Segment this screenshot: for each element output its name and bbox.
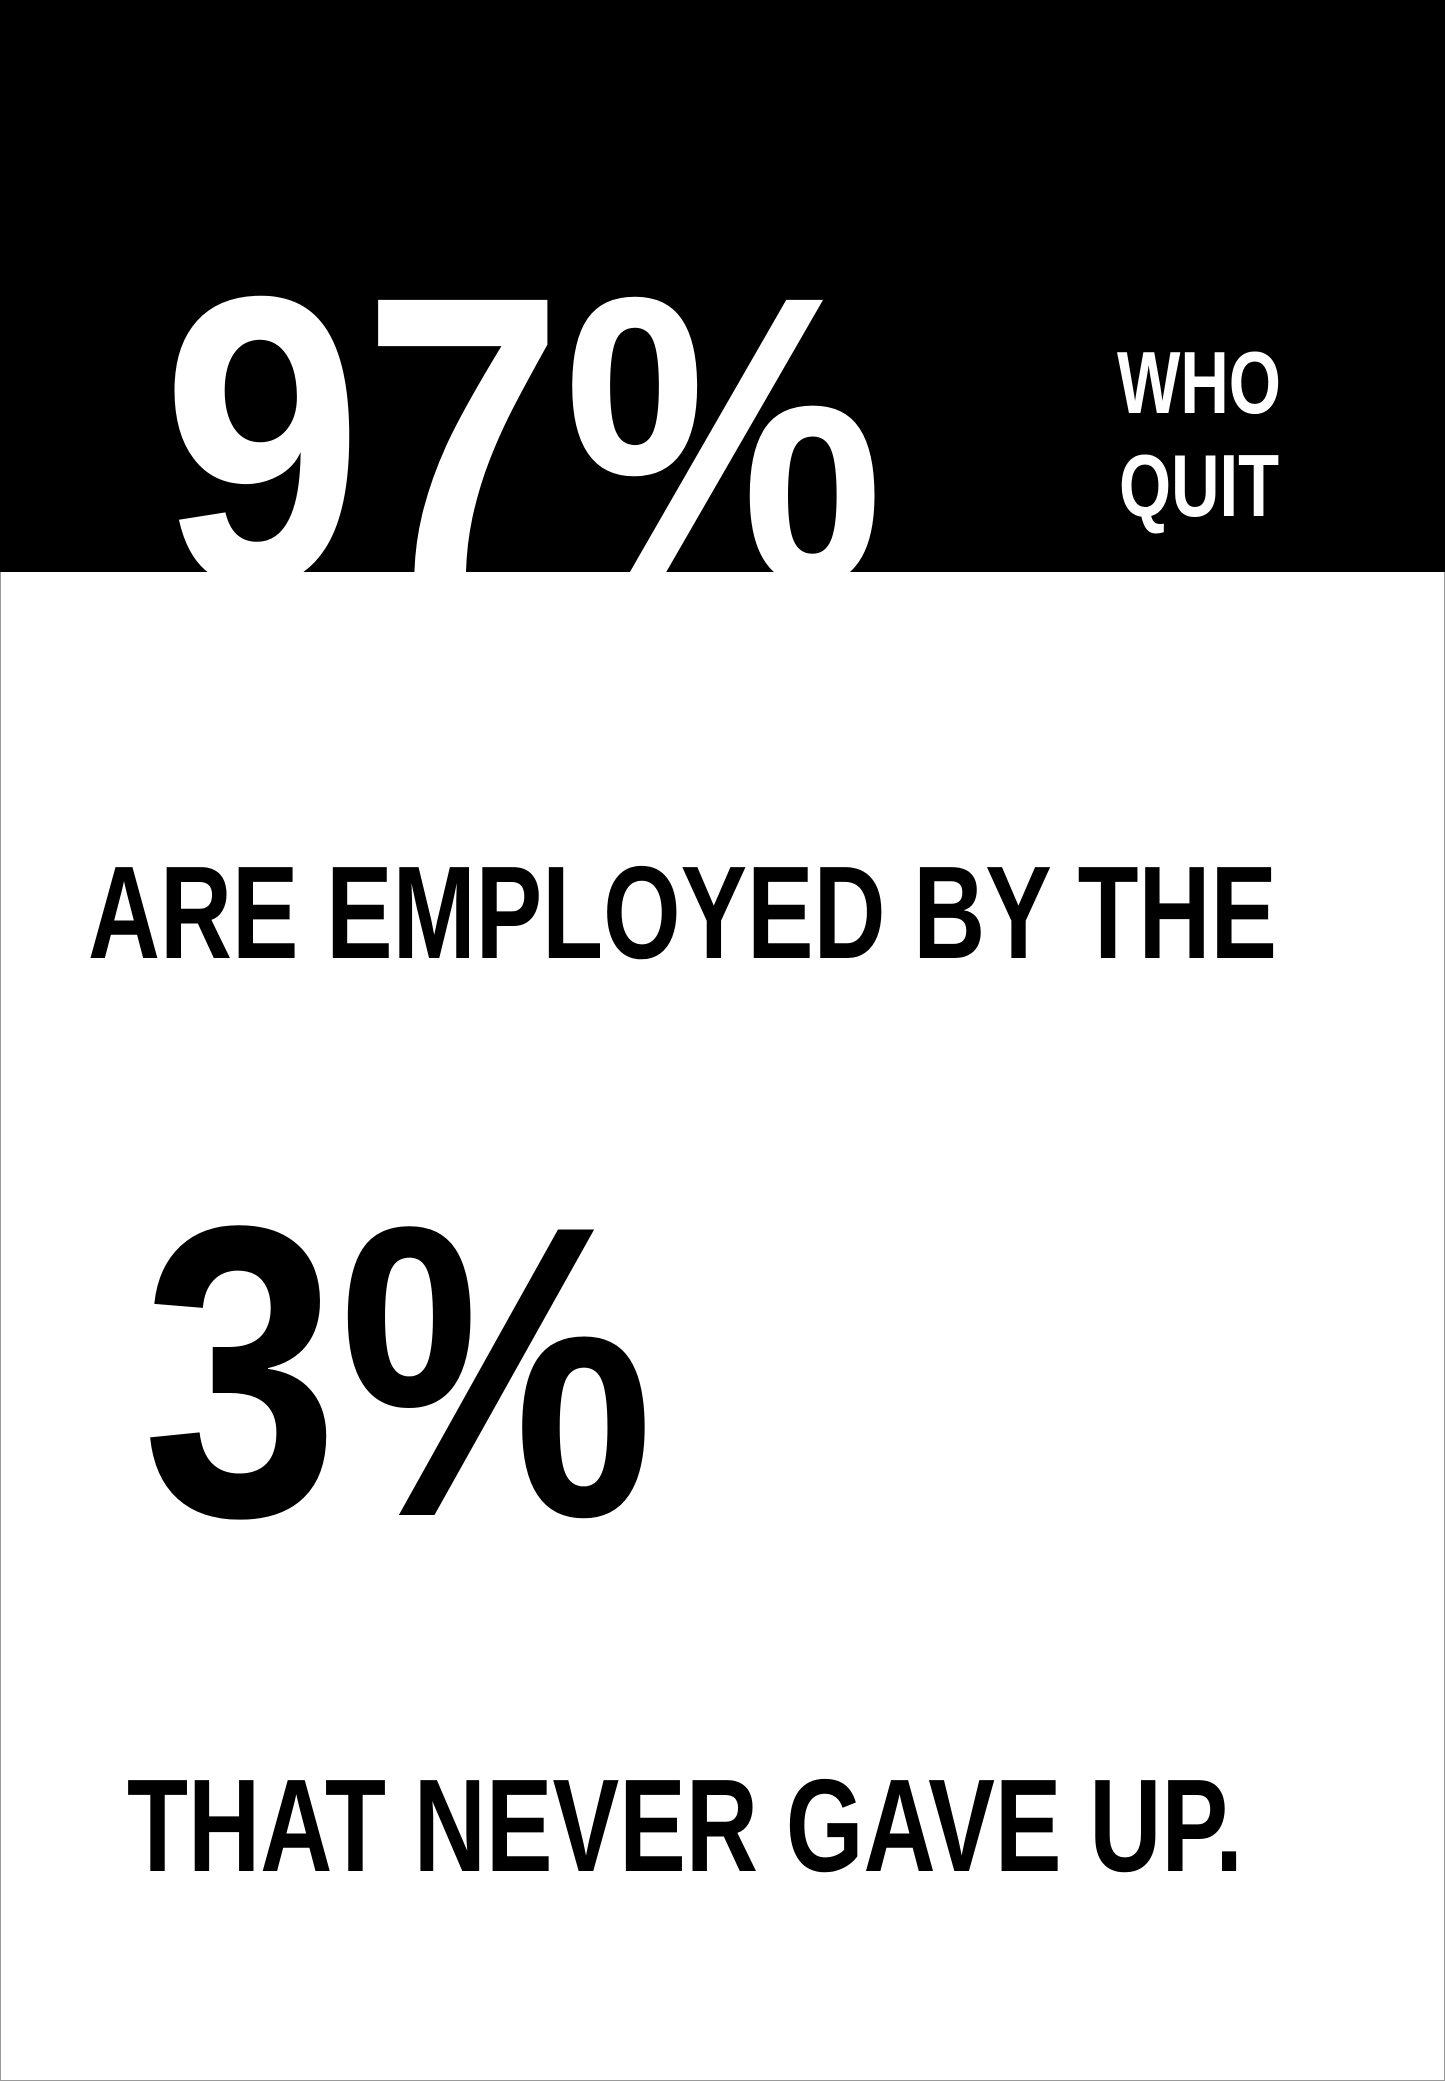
- headline-note: WHO: [1117, 333, 1281, 432]
- line-one: ARE EMPLOYED BY THE: [88, 839, 1277, 986]
- figure: 3%: [142, 1139, 654, 1603]
- line-two: THAT NEVER GAVE UP.: [127, 1752, 1243, 1899]
- headline: 97%: [162, 211, 884, 669]
- headline-note: QUIT: [1119, 436, 1279, 535]
- top-band: [0, 0, 1445, 572]
